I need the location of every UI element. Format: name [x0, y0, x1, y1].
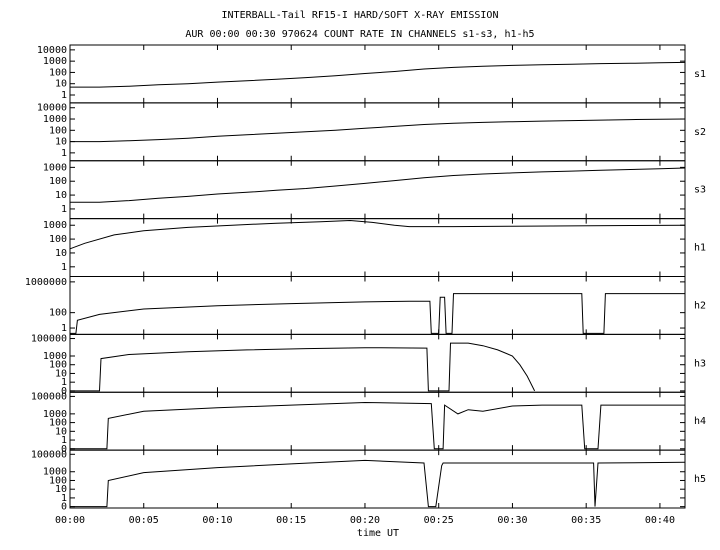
channel-label: h2 [694, 300, 706, 311]
x-tick-label: 00:05 [129, 515, 159, 526]
y-tick-label: 100 [49, 308, 67, 319]
data-line [70, 61, 686, 88]
chart-subtitle: AUR 00:00 00:30 970624 COUNT RATE IN CHA… [185, 29, 534, 40]
data-line [70, 342, 536, 392]
channel-label: h1 [694, 243, 706, 254]
y-tick-label: 10000 [37, 45, 67, 56]
x-tick-label: 00:20 [350, 515, 380, 526]
y-tick-label: 1000 [43, 56, 67, 67]
y-tick-label: 1000 [43, 220, 67, 231]
y-tick-label: 1 [61, 262, 67, 273]
y-tick-label: 100 [49, 67, 67, 78]
x-tick-label: 00:00 [55, 515, 85, 526]
y-tick-label: 10 [55, 137, 67, 148]
y-tick-label: 1 [61, 377, 67, 388]
panel-frame [69, 218, 686, 277]
y-tick-label: 1 [61, 90, 67, 101]
x-axis-label: time UT [357, 528, 399, 539]
chart-title: INTERBALL-Tail RF15-I HARD/SOFT X-RAY EM… [222, 10, 499, 21]
x-tick-label: 00:30 [497, 515, 527, 526]
y-tick-label: 1000 [43, 351, 67, 362]
panel-frame [69, 391, 686, 451]
y-tick-label: 10000 [37, 103, 67, 114]
x-tick-label: 00:10 [202, 515, 232, 526]
y-tick-label: 10 [55, 79, 67, 90]
y-tick-label: 100 [49, 360, 67, 371]
y-tick-label: 100 [49, 176, 67, 187]
y-tick-label: 0 [61, 444, 67, 455]
y-tick-label: 1000 [43, 114, 67, 125]
panel-frame [69, 102, 686, 162]
y-tick-label: 10 [55, 248, 67, 259]
data-line [69, 219, 686, 250]
y-tick-label: 100000 [31, 391, 67, 402]
y-tick-label: 1 [61, 204, 67, 215]
panel-frame [69, 333, 686, 393]
y-tick-label: 10 [55, 368, 67, 379]
y-tick-label: 100 [49, 125, 67, 136]
y-tick-label: 10 [55, 484, 67, 495]
y-tick-label: 1 [61, 148, 67, 159]
y-tick-label: 100 [49, 234, 67, 245]
panel-frame [69, 160, 686, 220]
x-tick-label: 00:35 [571, 515, 601, 526]
panel-frame [69, 449, 686, 509]
y-tick-label: 0 [61, 502, 67, 513]
panel-frame [69, 44, 686, 104]
channel-label: h4 [694, 416, 706, 427]
data-line [70, 459, 686, 508]
panel-frame [69, 276, 686, 335]
data-line [70, 293, 685, 334]
y-tick-label: 100000 [31, 449, 67, 460]
channel-label: h5 [694, 474, 706, 485]
y-tick-label: 0 [61, 386, 67, 397]
data-line [70, 118, 686, 143]
x-tick-label: 00:15 [276, 515, 306, 526]
y-tick-label: 1 [61, 493, 67, 504]
y-tick-label: 1000 [43, 409, 67, 420]
y-tick-label: 1000 [43, 162, 67, 173]
data-line [70, 401, 685, 450]
channel-label: s3 [694, 185, 706, 196]
channel-label: h3 [694, 358, 706, 369]
y-tick-label: 100 [49, 475, 67, 486]
y-tick-label: 1 [61, 323, 67, 334]
channel-label: s2 [694, 127, 706, 138]
y-tick-label: 100 [49, 418, 67, 429]
channel-label: s1 [694, 69, 706, 80]
y-tick-label: 1000 [43, 467, 67, 478]
y-tick-label: 10 [55, 190, 67, 201]
data-line [70, 167, 686, 203]
y-tick-label: 100000 [31, 334, 67, 345]
y-tick-label: 10 [55, 426, 67, 437]
y-tick-label: 1000000 [25, 277, 67, 288]
x-tick-label: 00:25 [424, 515, 454, 526]
y-tick-label: 1 [61, 435, 67, 446]
x-tick-label: 00:40 [645, 515, 675, 526]
